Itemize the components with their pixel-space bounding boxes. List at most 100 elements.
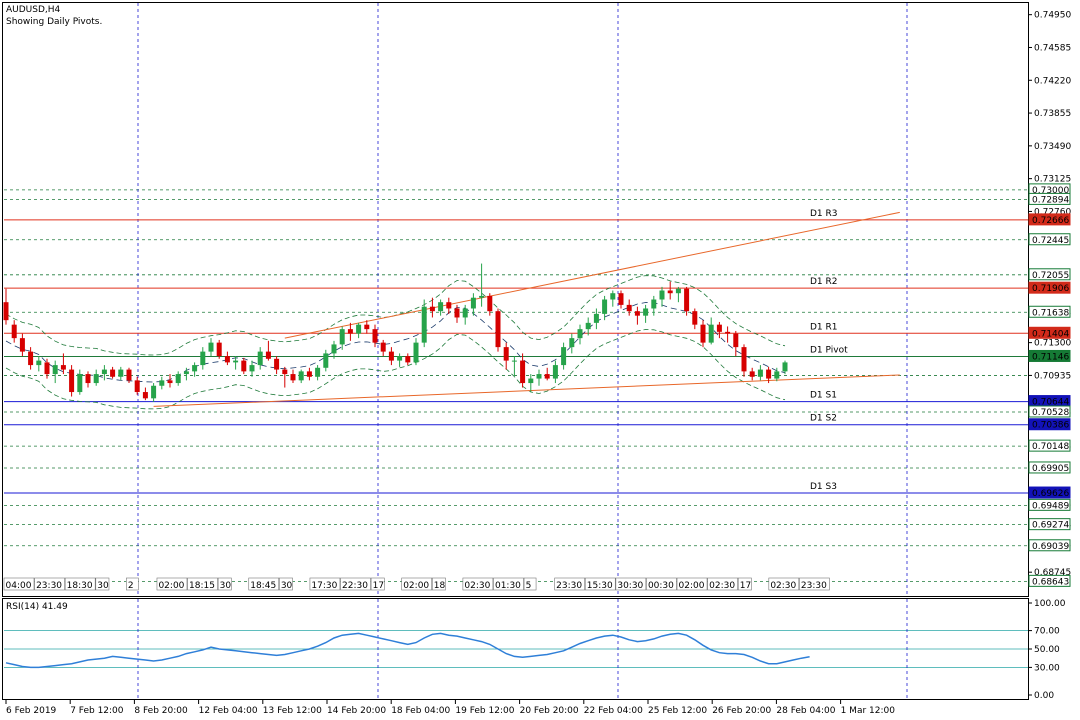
candle	[454, 304, 460, 323]
candle-body	[479, 295, 485, 298]
price-badge: 0.72894	[1028, 192, 1071, 205]
candle-body	[290, 374, 296, 381]
pivot-time-tag: 18:30	[64, 577, 96, 591]
pivot-label: D1 S3	[810, 482, 837, 492]
pivot-time-tag: 30	[217, 577, 232, 591]
candle-body	[183, 371, 189, 375]
candle	[552, 360, 558, 384]
price-badge-text: 0.70644	[1032, 398, 1069, 408]
candle-body	[577, 329, 583, 339]
price-badge: 0.72666	[1028, 213, 1071, 226]
candle-body	[602, 299, 608, 314]
price-badge: 0.71906	[1028, 281, 1071, 294]
candle	[52, 360, 58, 384]
pivot-time-text: 30	[281, 581, 293, 591]
date-label: 6 Feb 2019	[6, 706, 57, 716]
price-badge-box	[1028, 326, 1071, 339]
candle-body	[684, 288, 690, 312]
candle-body	[216, 342, 222, 357]
price-badge-text: 0.72055	[1032, 271, 1069, 281]
candle	[36, 356, 42, 372]
rsi-label: RSI(14) 41.49	[6, 602, 68, 612]
candle	[380, 339, 386, 357]
candle-body	[487, 295, 493, 312]
candle	[183, 367, 189, 381]
candle	[93, 369, 99, 386]
pivot-label: D1 R2	[810, 277, 838, 287]
pivot-label: D1 R1	[810, 322, 838, 332]
candle	[733, 330, 739, 357]
candle-body	[372, 329, 378, 343]
candle-body	[495, 311, 501, 348]
candle	[429, 297, 435, 318]
candle-body	[585, 322, 591, 330]
pivot-time-box	[615, 577, 647, 591]
date-label: 19 Feb 12:00	[455, 706, 514, 716]
candle-body	[528, 378, 534, 384]
pivot-time-tag: 00:30	[646, 577, 677, 591]
pivot-time-text: 30	[97, 581, 109, 591]
candle	[487, 293, 493, 316]
candle	[675, 286, 681, 303]
price-badge: 0.71638	[1028, 305, 1071, 318]
pivot-time-tag: 23:30	[34, 577, 65, 591]
candle-body	[610, 293, 616, 300]
trendline-lower	[153, 374, 900, 407]
pivot-label: D1 S1	[810, 391, 837, 401]
price-badge-box	[1028, 405, 1071, 418]
candle-body	[257, 351, 263, 366]
pivot-time-text: 30	[220, 581, 232, 591]
candle-body	[151, 385, 157, 399]
pivot-time-tag: 23:30	[554, 577, 585, 591]
pivot-time-text: 30:30	[617, 581, 643, 591]
candle	[101, 365, 107, 381]
pivot-time-box	[768, 577, 800, 591]
pivot-time-text: 04:00	[6, 581, 32, 591]
candle-body	[347, 329, 353, 334]
vertical-day-separators	[137, 3, 908, 596]
candle-body	[544, 374, 550, 379]
trendline-upper	[284, 211, 900, 339]
candle	[438, 299, 444, 316]
pivot-time-box	[554, 577, 585, 591]
candle-body	[446, 302, 452, 309]
rsi-panel: RSI(14) 41.49	[2, 598, 1029, 700]
candle	[11, 320, 17, 343]
pivot-time-text: 02:00	[403, 581, 429, 591]
candle	[257, 347, 263, 370]
pivot-time-tag: 17:30	[309, 577, 341, 591]
pivot-time-text: 23:30	[36, 581, 62, 591]
candle	[495, 308, 501, 352]
candle	[421, 299, 427, 348]
price-badge: 0.70528	[1028, 405, 1071, 418]
candle	[28, 347, 34, 370]
candle	[602, 295, 608, 321]
candle-body	[93, 374, 99, 384]
candle-body	[200, 351, 206, 366]
pivot-time-text: 02:30	[770, 581, 796, 591]
candle	[503, 342, 509, 370]
candle-body	[224, 356, 230, 363]
candle	[224, 351, 230, 366]
rsi-line	[5, 632, 810, 669]
candle-body	[552, 365, 558, 379]
date-label: 1 Mar 12:00	[841, 706, 896, 716]
pivot-time-box	[3, 577, 35, 591]
pivot-time-box	[279, 577, 293, 591]
candle-body	[725, 331, 731, 334]
candle-body	[315, 367, 321, 377]
pivot-time-box	[676, 577, 708, 591]
pivot-time-box	[156, 577, 188, 591]
rsi-tick-label: 70.00	[1034, 627, 1060, 637]
pivot-labels: D1 R3 D1 R2 D1 R1 D1 Pivot D1 S1 D1 S2 D1 S3	[810, 209, 848, 492]
price-badge-text: 0.70528	[1032, 408, 1069, 418]
candle-body	[733, 333, 739, 348]
price-badge-box	[1028, 574, 1071, 587]
candle-body	[60, 365, 66, 370]
candle-body	[634, 311, 640, 316]
candle-body	[380, 342, 386, 352]
candle	[782, 360, 788, 375]
pivot-time-box	[462, 577, 494, 591]
pivot-time-tag: 02:00	[401, 577, 433, 591]
